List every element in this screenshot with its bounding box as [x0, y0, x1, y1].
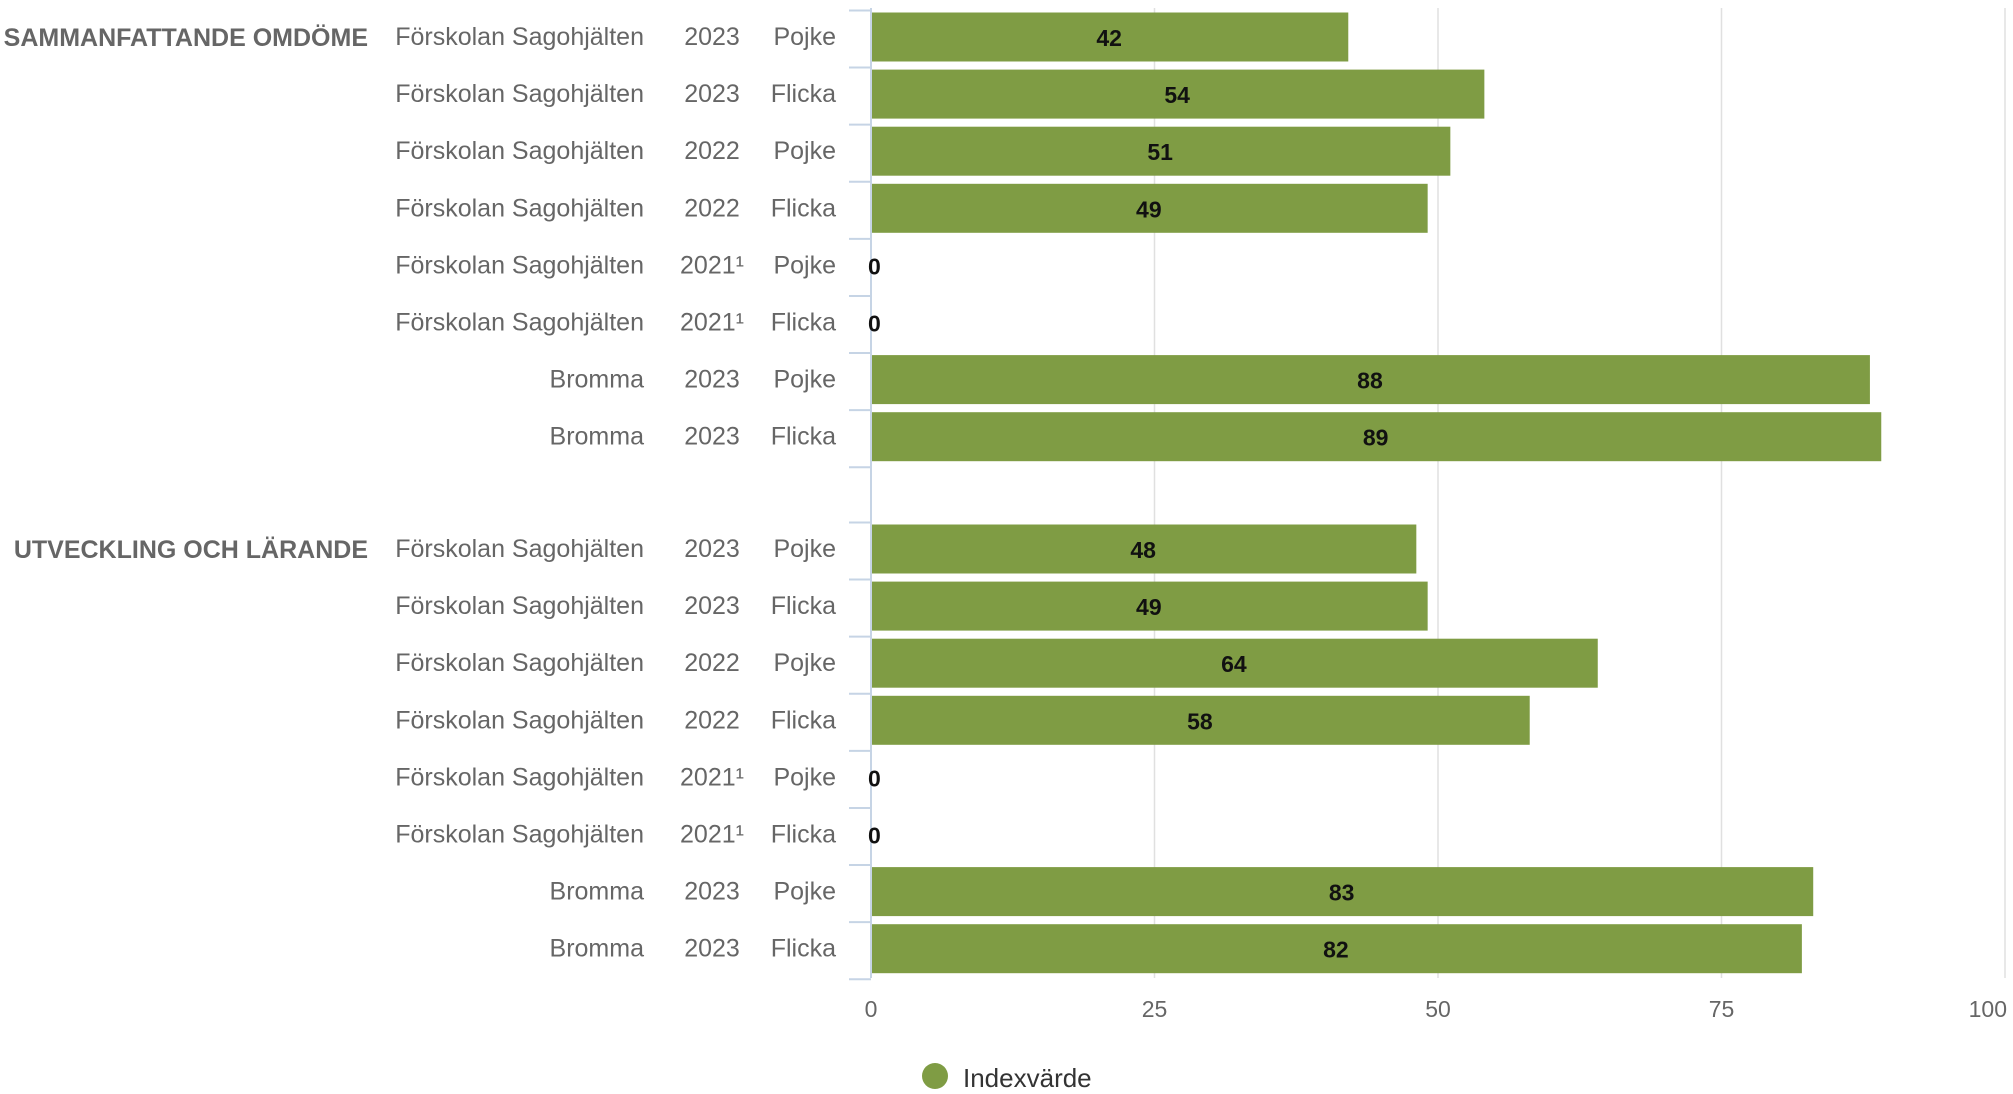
category-unit-label: Förskolan Sagohjälten	[395, 649, 644, 677]
value-label: 88	[1357, 368, 1383, 394]
bar[interactable]	[872, 412, 1882, 462]
category-year-label: 2022	[684, 194, 740, 222]
bar[interactable]	[872, 355, 1870, 405]
category-gender-label: Flicka	[771, 194, 836, 222]
category-gender-label: Flicka	[771, 935, 836, 963]
category-year-label: 2022	[684, 649, 740, 677]
value-label: 51	[1147, 139, 1173, 165]
category-year-label: 2023	[684, 366, 740, 394]
bar[interactable]	[872, 12, 1349, 62]
category-year-label: 2023	[684, 423, 740, 451]
category-gender-label: Flicka	[771, 309, 836, 337]
value-label: 49	[1136, 196, 1162, 222]
category-gender-label: Pojke	[773, 535, 836, 563]
bars	[872, 12, 1882, 974]
category-year-label: 2023	[684, 535, 740, 563]
category-unit-label: Förskolan Sagohjälten	[395, 763, 644, 791]
category-gender-label: Flicka	[771, 80, 836, 108]
category-unit-label: Förskolan Sagohjälten	[395, 251, 644, 279]
category-gender-label: Flicka	[771, 592, 836, 620]
value-label: 0	[868, 765, 881, 791]
category-gender-label: Pojke	[773, 649, 836, 677]
category-gender-label: Flicka	[771, 423, 836, 451]
category-year-label: 2022	[684, 706, 740, 734]
bar[interactable]	[872, 924, 1802, 974]
category-gender-label: Pojke	[773, 878, 836, 906]
category-unit-label: Förskolan Sagohjälten	[395, 535, 644, 563]
category-unit-label: Förskolan Sagohjälten	[395, 80, 644, 108]
value-label: 64	[1221, 651, 1247, 677]
category-unit-label: Bromma	[550, 366, 645, 394]
legend-marker-icon	[922, 1063, 948, 1089]
category-unit-label: Förskolan Sagohjälten	[395, 706, 644, 734]
category-year-label: 2023	[684, 878, 740, 906]
category-year-label: 2023	[684, 592, 740, 620]
category-gender-label: Pojke	[773, 137, 836, 165]
category-unit-label: Förskolan Sagohjälten	[395, 821, 644, 849]
category-unit-label: Bromma	[550, 878, 645, 906]
legend[interactable]: Indexvärde	[922, 1063, 1092, 1093]
category-unit-label: Förskolan Sagohjälten	[395, 137, 644, 165]
bar[interactable]	[872, 126, 1451, 176]
category-unit-label: Förskolan Sagohjälten	[395, 592, 644, 620]
value-label: 42	[1096, 25, 1122, 51]
bar[interactable]	[872, 183, 1428, 233]
category-year-label: 2023	[684, 23, 740, 51]
value-label: 49	[1136, 594, 1162, 620]
category-gender-label: Pojke	[773, 23, 836, 51]
category-year-label: 2021¹	[680, 763, 744, 791]
x-tick-label: 75	[1709, 996, 1735, 1022]
category-gender-label: Flicka	[771, 706, 836, 734]
category-year-label: 2021¹	[680, 821, 744, 849]
bar[interactable]	[872, 581, 1428, 631]
category-unit-label: Bromma	[550, 423, 645, 451]
value-label: 0	[868, 311, 881, 337]
group-label: SAMMANFATTANDE OMDÖME	[4, 23, 368, 52]
value-labels: 42 54 51 49 0 0 88 89 48 49 64 58 0 0 83 82	[868, 25, 1388, 963]
legend-item[interactable]: Indexvärde	[922, 1063, 1092, 1093]
group-label: UTVECKLING OCH LÄRANDE	[14, 536, 368, 564]
value-label: 48	[1130, 537, 1156, 563]
category-unit-label: Bromma	[550, 935, 645, 963]
bar[interactable]	[872, 524, 1417, 574]
category-gender-label: Pojke	[773, 251, 836, 279]
category-year-label: 2021¹	[680, 251, 744, 279]
bar[interactable]	[872, 69, 1485, 119]
category-unit-label: Förskolan Sagohjälten	[395, 194, 644, 222]
category-year-label: 2022	[684, 137, 740, 165]
value-label: 0	[868, 253, 881, 279]
value-label: 89	[1363, 425, 1389, 451]
legend-label: Indexvärde	[963, 1063, 1092, 1089]
value-label: 54	[1164, 82, 1190, 108]
value-label: 58	[1187, 708, 1213, 734]
category-unit-label: Förskolan Sagohjälten	[395, 23, 644, 51]
bar[interactable]	[872, 867, 1814, 917]
x-tick-label: 0	[865, 996, 878, 1022]
category-year-label: 2021¹	[680, 309, 744, 337]
x-tick-label: 50	[1425, 996, 1451, 1022]
y-axis	[849, 8, 872, 981]
bar[interactable]	[872, 638, 1598, 688]
value-label: 83	[1329, 880, 1355, 906]
x-tick-label: 25	[1142, 996, 1168, 1022]
x-tick-label: 100	[1969, 996, 2007, 1022]
value-label: 82	[1323, 937, 1349, 963]
category-unit-label: Förskolan Sagohjälten	[395, 309, 644, 337]
category-gender-label: Pojke	[773, 763, 836, 791]
value-label: 0	[868, 823, 881, 849]
category-year-label: 2023	[684, 80, 740, 108]
category-gender-label: Flicka	[771, 821, 836, 849]
bar[interactable]	[872, 695, 1530, 745]
category-labels: SAMMANFATTANDE OMDÖME Förskolan Sagohjält…	[4, 23, 836, 963]
x-axis-ticks: 0 25 50 75 100	[865, 996, 2007, 1022]
category-gender-label: Pojke	[773, 366, 836, 394]
category-year-label: 2023	[684, 935, 740, 963]
